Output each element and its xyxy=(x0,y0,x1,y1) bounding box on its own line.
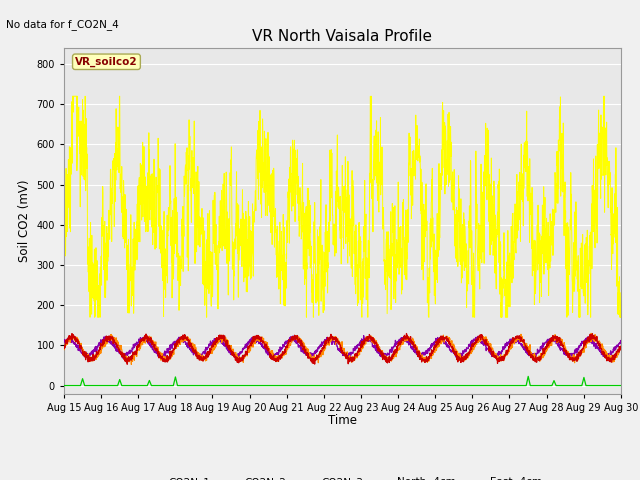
Legend: CO2N_1, CO2N_2, CO2N_3, North -4cm, East -4cm: CO2N_1, CO2N_2, CO2N_3, North -4cm, East… xyxy=(138,473,547,480)
Y-axis label: Soil CO2 (mV): Soil CO2 (mV) xyxy=(18,180,31,262)
Title: VR North Vaisala Profile: VR North Vaisala Profile xyxy=(252,29,433,44)
Text: VR_soilco2: VR_soilco2 xyxy=(75,57,138,67)
Text: No data for f_CO2N_4: No data for f_CO2N_4 xyxy=(6,19,119,30)
X-axis label: Time: Time xyxy=(328,414,357,427)
